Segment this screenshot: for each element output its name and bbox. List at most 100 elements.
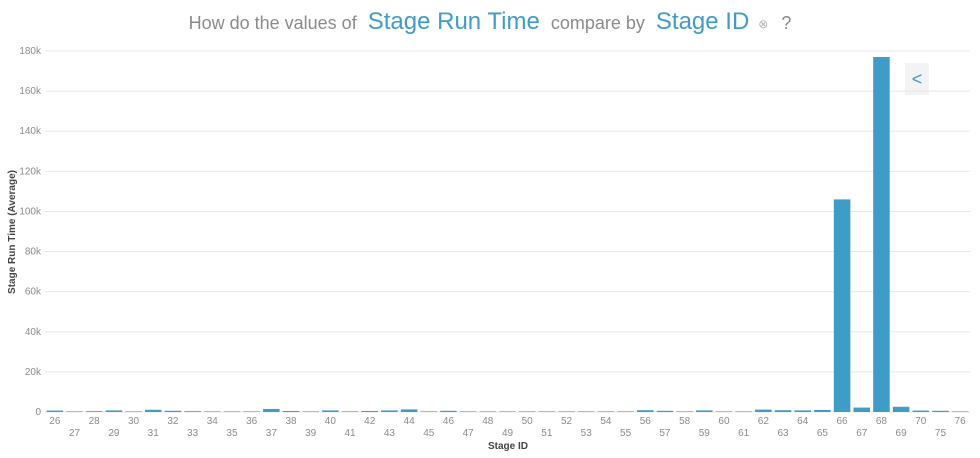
y-axis-title: Stage Run Time (Average) bbox=[7, 170, 18, 294]
x-tick-label: 38 bbox=[285, 416, 297, 427]
bar[interactable] bbox=[873, 57, 890, 413]
bar[interactable] bbox=[499, 411, 516, 412]
bar[interactable] bbox=[912, 410, 930, 412]
bar[interactable] bbox=[459, 411, 477, 412]
measure-field[interactable]: Stage Run Time bbox=[367, 8, 540, 35]
x-tick-label: 53 bbox=[581, 428, 593, 439]
bar[interactable] bbox=[932, 410, 949, 412]
bar[interactable] bbox=[46, 410, 64, 412]
x-tick-label: 32 bbox=[167, 416, 179, 427]
bar[interactable] bbox=[538, 411, 556, 412]
bar[interactable] bbox=[302, 411, 319, 412]
bar[interactable] bbox=[755, 409, 772, 412]
x-tick-label: 43 bbox=[384, 428, 396, 439]
bar[interactable] bbox=[597, 411, 615, 412]
dimension-field[interactable]: Stage ID bbox=[655, 8, 750, 35]
y-tick-label: 80k bbox=[25, 247, 42, 258]
bar[interactable] bbox=[223, 411, 241, 412]
bar[interactable] bbox=[164, 410, 182, 412]
x-tick-label: 69 bbox=[896, 428, 908, 439]
x-axis-title: Stage ID bbox=[488, 441, 528, 452]
bar[interactable] bbox=[243, 411, 260, 412]
y-axis-ticks: 0 20k 40k 60k 80k 100k 120k 140k 160k 180k bbox=[19, 46, 42, 418]
x-tick-label: 33 bbox=[187, 428, 199, 439]
x-tick-label: 42 bbox=[364, 416, 376, 427]
back-chevron-icon[interactable]: < bbox=[905, 63, 929, 95]
bar[interactable] bbox=[204, 411, 221, 412]
x-tick-label: 50 bbox=[522, 416, 534, 427]
bar[interactable] bbox=[637, 410, 654, 412]
bar[interactable] bbox=[774, 410, 792, 412]
bar[interactable] bbox=[184, 411, 201, 412]
x-tick-label: 63 bbox=[777, 428, 789, 439]
bar[interactable] bbox=[322, 410, 339, 412]
bars bbox=[46, 57, 969, 413]
bar[interactable] bbox=[558, 411, 575, 412]
y-tick-label: 60k bbox=[25, 287, 42, 298]
bar[interactable] bbox=[420, 411, 438, 412]
question-suffix: ? bbox=[781, 13, 792, 33]
bar[interactable] bbox=[341, 411, 359, 412]
bar[interactable] bbox=[263, 408, 280, 412]
x-tick-label: 44 bbox=[404, 416, 416, 427]
bar[interactable] bbox=[833, 199, 851, 412]
bar[interactable] bbox=[144, 409, 162, 412]
bar[interactable] bbox=[85, 411, 103, 412]
question-middle: compare by bbox=[550, 13, 645, 33]
x-tick-label: 41 bbox=[344, 428, 356, 439]
x-tick-label: 51 bbox=[541, 428, 553, 439]
x-tick-label: 39 bbox=[305, 428, 317, 439]
bar[interactable] bbox=[105, 410, 123, 412]
y-tick-label: 140k bbox=[19, 126, 42, 137]
y-tick-label: 180k bbox=[19, 46, 42, 57]
x-tick-label: 56 bbox=[640, 416, 652, 427]
x-tick-label: 70 bbox=[915, 416, 927, 427]
bar[interactable] bbox=[361, 410, 378, 412]
bar[interactable] bbox=[696, 410, 713, 412]
question-prefix: How do the values of bbox=[188, 13, 357, 33]
x-tick-label: 57 bbox=[659, 428, 671, 439]
x-tick-label: 30 bbox=[128, 416, 140, 427]
bar[interactable] bbox=[853, 407, 871, 412]
bar[interactable] bbox=[951, 411, 969, 412]
bar[interactable] bbox=[656, 410, 674, 412]
x-tick-label: 36 bbox=[246, 416, 258, 427]
x-tick-label: 58 bbox=[679, 416, 691, 427]
x-tick-label: 45 bbox=[423, 428, 435, 439]
x-tick-label: 75 bbox=[935, 428, 947, 439]
x-tick-label: 62 bbox=[758, 416, 770, 427]
remove-dimension-icon[interactable]: ⊗ bbox=[758, 17, 769, 32]
x-tick-label: 29 bbox=[108, 428, 120, 439]
bar[interactable] bbox=[479, 411, 497, 412]
bar[interactable] bbox=[892, 406, 910, 412]
bar[interactable] bbox=[282, 410, 300, 412]
bar[interactable] bbox=[577, 411, 595, 412]
bar[interactable] bbox=[125, 411, 142, 412]
x-tick-label: 26 bbox=[49, 416, 61, 427]
bar[interactable] bbox=[518, 411, 536, 412]
y-tick-label: 120k bbox=[19, 166, 42, 177]
bar[interactable] bbox=[814, 409, 831, 412]
bar[interactable] bbox=[794, 410, 811, 412]
x-tick-label: 68 bbox=[876, 416, 888, 427]
bar[interactable] bbox=[735, 411, 752, 412]
x-axis-ticks: 26 27 28 29 30 31 32 33 34 35 36 37 38 39 40 41 42 43 44 45… bbox=[49, 416, 966, 439]
x-tick-label: 60 bbox=[718, 416, 730, 427]
bar[interactable] bbox=[66, 411, 83, 412]
x-tick-label: 59 bbox=[699, 428, 711, 439]
x-tick-label: 52 bbox=[561, 416, 573, 427]
x-tick-label: 46 bbox=[443, 416, 455, 427]
bar[interactable] bbox=[676, 411, 693, 412]
bar[interactable] bbox=[715, 411, 733, 412]
bar[interactable] bbox=[381, 410, 398, 412]
bar[interactable] bbox=[440, 410, 457, 412]
gridlines bbox=[45, 50, 970, 413]
bar[interactable] bbox=[617, 411, 634, 412]
bar[interactable] bbox=[400, 409, 418, 412]
x-tick-label: 49 bbox=[502, 428, 514, 439]
x-tick-label: 54 bbox=[600, 416, 612, 427]
x-tick-label: 61 bbox=[738, 428, 750, 439]
x-tick-label: 65 bbox=[817, 428, 829, 439]
x-tick-label: 47 bbox=[463, 428, 475, 439]
